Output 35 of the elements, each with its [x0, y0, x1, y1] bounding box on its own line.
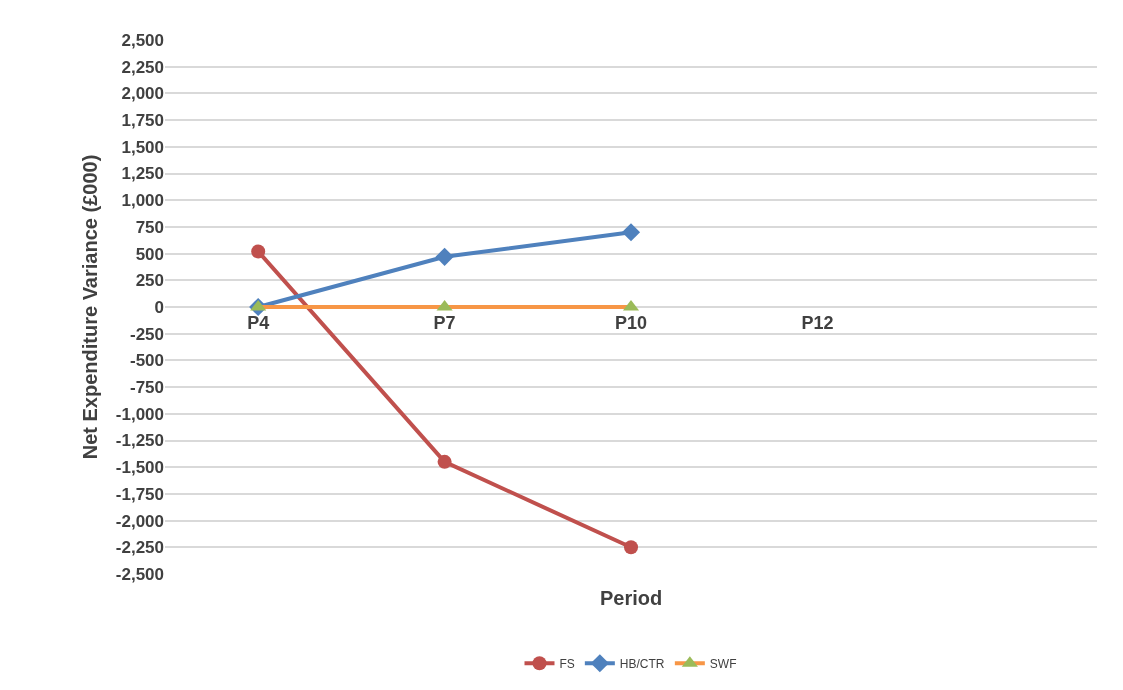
- y-tick-label: -1,000: [115, 404, 164, 424]
- y-tick-label: -750: [129, 378, 164, 398]
- y-tick-label: 500: [135, 244, 164, 264]
- y-tick-label: 1,000: [121, 191, 164, 211]
- y-tick-label: 2,250: [121, 57, 164, 77]
- y-tick-label: 2,000: [121, 84, 164, 104]
- point: [251, 244, 266, 259]
- y-tick-label: 250: [135, 271, 164, 291]
- y-tick-label: -1,250: [115, 431, 164, 451]
- y-tick-label: -2,500: [115, 564, 164, 584]
- x-tick-label: P4: [247, 313, 270, 334]
- point: [621, 223, 641, 242]
- y-axis-title: Net Expenditure Variance (£000): [79, 154, 102, 460]
- y-tick-label: 2,500: [121, 30, 164, 50]
- x-tick-label: P12: [801, 313, 834, 334]
- y-tick-label: -2,000: [115, 511, 164, 531]
- point: [437, 454, 452, 469]
- x-tick-label: P7: [433, 313, 456, 334]
- y-tick-label: 1,500: [121, 137, 164, 157]
- y-tick-label: -2,250: [115, 538, 164, 558]
- legend-label: HB/CTR: [619, 656, 665, 671]
- y-tick-label: 750: [135, 217, 164, 237]
- y-tick-label: 1,750: [121, 111, 164, 131]
- legend-label: FS: [559, 656, 575, 671]
- y-tick-label: -1,500: [115, 458, 164, 478]
- y-tick-label: 0: [154, 297, 164, 317]
- y-tick-label: -500: [129, 351, 164, 371]
- legend-label: SWF: [709, 656, 737, 671]
- x-axis-title: Period: [600, 587, 663, 609]
- point: [435, 247, 454, 266]
- y-tick-label: -1,750: [115, 484, 164, 504]
- point: [624, 540, 638, 555]
- x-tick-label: P10: [614, 313, 648, 334]
- y-tick-label: -250: [129, 324, 164, 344]
- y-tick-label: 1,250: [121, 164, 164, 184]
